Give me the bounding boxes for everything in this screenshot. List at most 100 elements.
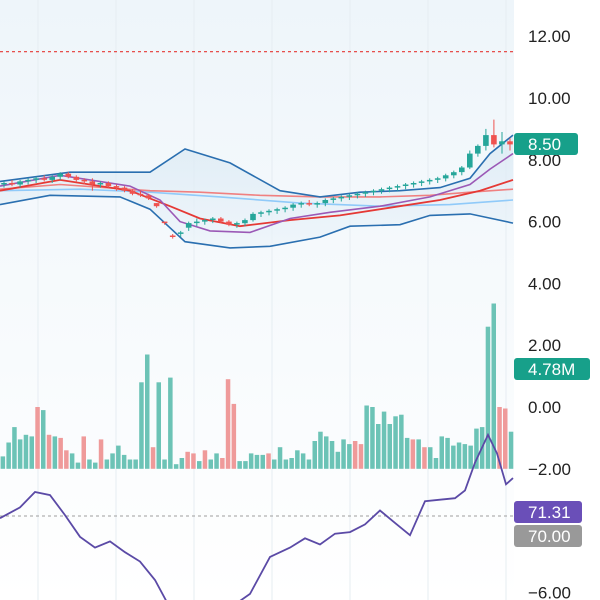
candle-body [105, 183, 112, 187]
candle-body [81, 179, 88, 182]
candle [386, 186, 393, 193]
volume-bar [503, 408, 508, 469]
candle [402, 183, 409, 190]
candle [451, 170, 457, 179]
candle-body [17, 181, 23, 185]
candle [73, 175, 80, 182]
candle-body [185, 223, 192, 228]
candle [185, 221, 192, 231]
grid [37, 0, 507, 600]
candle [49, 175, 55, 183]
candle [459, 166, 465, 176]
candle-body [218, 218, 224, 222]
volume-bar [364, 405, 369, 469]
candle [226, 220, 232, 227]
candle [137, 190, 144, 197]
volume-bar [347, 444, 352, 469]
volume-bar [399, 414, 404, 469]
candle [105, 181, 112, 188]
price-badge-text: 8.50 [528, 135, 561, 154]
candle [434, 176, 441, 183]
candle-body [499, 141, 505, 145]
candle-body [1, 183, 7, 185]
y-tick-label: 2.00 [528, 336, 561, 355]
y-tick-label: −2.00 [528, 460, 571, 479]
volume-bar [110, 453, 115, 469]
candle-body [298, 203, 304, 205]
candle [274, 207, 280, 214]
volume-bar [69, 453, 75, 469]
volume-badge: 4.78M [514, 358, 590, 380]
volume-bar [220, 458, 225, 469]
candle [298, 201, 304, 208]
candle [354, 192, 361, 199]
volume-bar [410, 439, 416, 469]
candle-body [491, 135, 497, 145]
volume-bar [127, 459, 133, 469]
volume-bar [433, 458, 439, 469]
volume-bar [497, 407, 502, 469]
y-axis: 12.00 10.00 8.00 6.00 4.00 2.00 0.00 −2.00 −6.00 [528, 27, 571, 600]
volume-bar [485, 326, 491, 469]
volume-bar [254, 454, 260, 469]
candle-body [210, 218, 216, 220]
candle-body [65, 173, 72, 177]
candle [322, 198, 329, 207]
volume-bar [116, 445, 121, 469]
volume-bar [87, 459, 92, 469]
volume-bar [283, 459, 289, 469]
candle [499, 132, 505, 154]
candle-body [153, 203, 160, 207]
candle [41, 175, 47, 182]
ref-badge: 70.00 [514, 525, 582, 547]
candle-body [442, 175, 449, 179]
volume-bar [387, 424, 392, 469]
candle [467, 150, 473, 170]
candle [121, 186, 128, 193]
candle [378, 187, 385, 194]
volume-bar [17, 439, 23, 469]
volume-bar [358, 444, 364, 469]
candle-body [177, 232, 184, 234]
candle-body [169, 235, 176, 237]
candle-body [370, 190, 377, 193]
volume-bar [248, 453, 254, 469]
volume-bar [428, 447, 433, 469]
candle-body [386, 187, 393, 190]
volume-bar [324, 436, 329, 469]
candle-body [378, 189, 385, 191]
candle [145, 193, 152, 200]
volume-bar [272, 459, 277, 469]
candle-body [57, 173, 63, 177]
candle [177, 230, 184, 238]
candle-body [41, 178, 47, 180]
rsi-badge-bg [514, 501, 582, 523]
candle [242, 218, 248, 227]
volume-bar [381, 411, 387, 469]
volume-bar [237, 461, 242, 469]
plot-background [0, 0, 514, 600]
price-badge-bg [514, 133, 578, 155]
ref-badge-text: 70.00 [528, 527, 571, 546]
volume-bar [162, 459, 167, 469]
candle [442, 173, 449, 182]
volume-bar [179, 458, 185, 469]
candle-body [459, 167, 465, 173]
volume-bar [75, 462, 81, 469]
candle-body [467, 153, 473, 168]
candle [330, 196, 337, 204]
volume-badge-bg [514, 358, 590, 380]
volume-bar [6, 442, 11, 469]
candle-body [314, 203, 320, 205]
candle-body [338, 196, 345, 199]
volume-bar [12, 427, 17, 469]
candle [394, 184, 401, 191]
candle [194, 218, 200, 227]
volume-bar [312, 441, 317, 469]
candle [258, 210, 264, 217]
candle-body [234, 223, 240, 225]
candle [290, 203, 296, 211]
volume-bar [329, 441, 335, 469]
candle-body [137, 193, 144, 196]
ma-blue-line [0, 188, 514, 208]
